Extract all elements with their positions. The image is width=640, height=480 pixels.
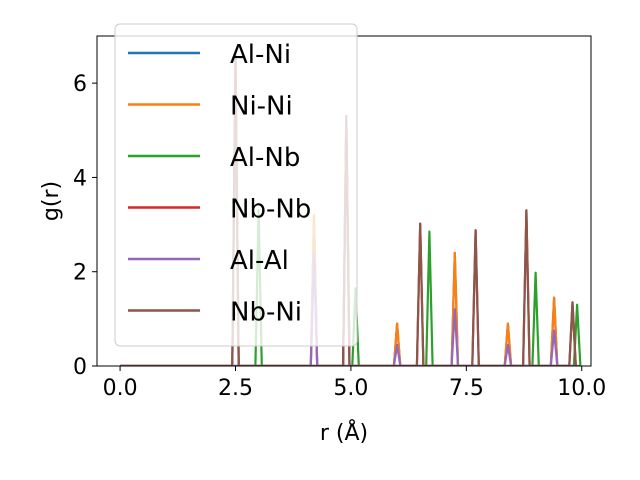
- x-tick-label: 10.0: [557, 376, 606, 401]
- y-tick-label: 6: [73, 72, 87, 97]
- x-tick-label: 0.0: [103, 376, 138, 401]
- x-tick-label: 5.0: [333, 376, 368, 401]
- legend-label-ni-ni: Ni-Ni: [230, 92, 293, 122]
- y-tick-label: 2: [73, 261, 87, 286]
- x-tick-label: 2.5: [218, 376, 253, 401]
- legend-label-nb-nb: Nb-Nb: [230, 195, 311, 225]
- x-tick-label: 7.5: [449, 376, 484, 401]
- x-axis-label: r (Å): [320, 419, 368, 446]
- legend-label-al-al: Al-Al: [230, 246, 289, 276]
- legend: Al-Ni Ni-Ni Al-Nb Nb-Nb Al-Al Nb-Ni: [114, 23, 358, 347]
- axes: 0.0 2.5 5.0 7.5 10.0 0 2 4 6: [73, 35, 606, 401]
- legend-label-al-nb: Al-Nb: [230, 143, 300, 173]
- y-tick-label: 4: [73, 166, 87, 191]
- y-tick-label: 0: [73, 355, 87, 380]
- y-axis-label: g(r): [39, 181, 64, 221]
- legend-label-al-ni: Al-Ni: [230, 40, 291, 70]
- legend-label-nb-ni: Nb-Ni: [230, 298, 302, 328]
